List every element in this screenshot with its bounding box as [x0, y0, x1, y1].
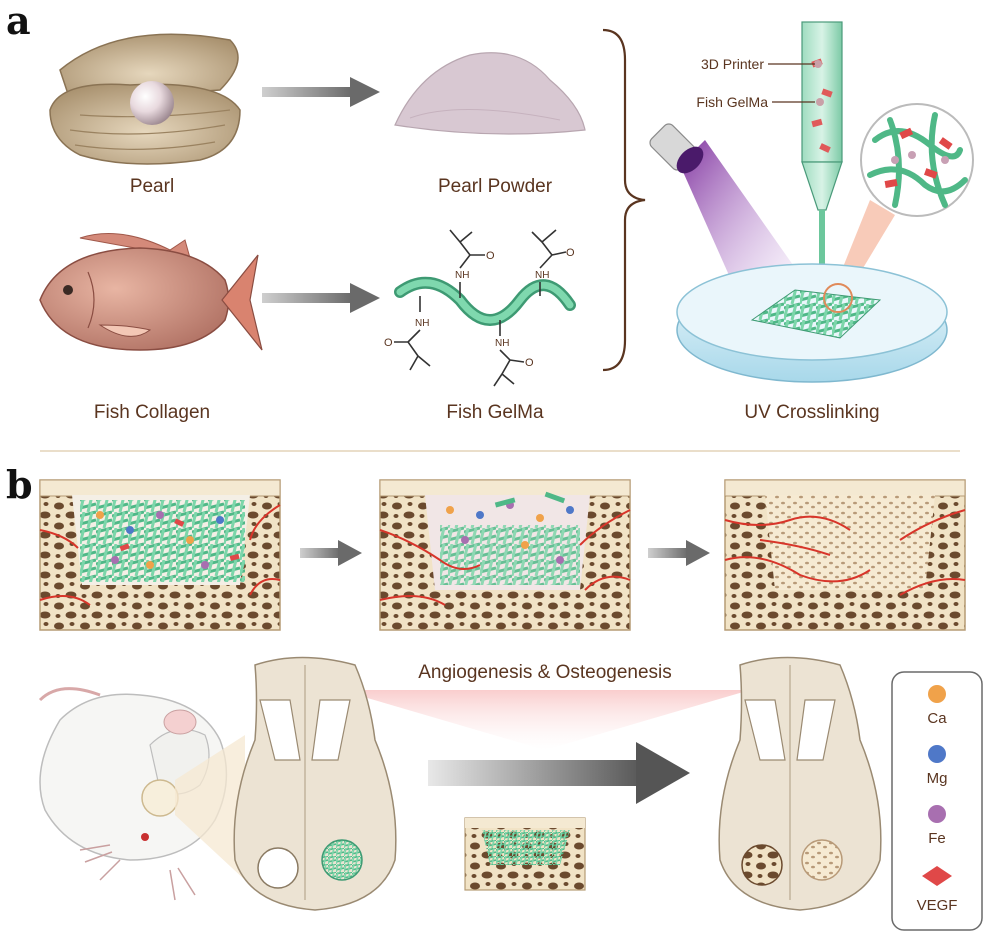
legend-item-ca: Ca [927, 685, 947, 727]
label-fish-collagen: Fish Collagen [94, 402, 210, 423]
petri-dish-illustration [676, 263, 948, 383]
printer-nozzle-illustration [801, 21, 843, 290]
defect-empty [257, 847, 299, 889]
defect-control-healed [741, 844, 783, 886]
implant-scaffold-block [464, 817, 586, 891]
skull-after [718, 656, 882, 911]
grouping-brace [602, 28, 646, 372]
skull-before [233, 656, 397, 911]
legend-swatch-ca [928, 685, 946, 703]
label-printer-ink: Fish GelMa [696, 94, 768, 110]
legend: Ca Mg Fe VEGF [891, 671, 983, 931]
arrow-stage-2-to-3 [648, 540, 710, 566]
legend-swatch-mg [928, 745, 946, 763]
bone-defect-stage-3 [724, 479, 966, 631]
chem-nh-3: NH [415, 318, 429, 329]
legend-label-ca: Ca [927, 710, 947, 727]
label-angiogenesis-osteogenesis: Angiogenesis & Osteogenesis [418, 662, 672, 683]
arrow-stage-1-to-2 [300, 540, 362, 566]
fish-illustration [39, 233, 263, 351]
legend-swatch-fe [928, 805, 946, 823]
label-fish-gelma: Fish GelMa [446, 402, 544, 423]
uv-lamp-illustration [649, 123, 800, 300]
legend-item-vegf: VEGF [917, 866, 958, 914]
panel-b: b [6, 462, 983, 931]
chem-o-1: O [486, 250, 495, 262]
arrow-treatment [428, 742, 690, 804]
network-zoom-inset [860, 103, 974, 217]
legend-item-fe: Fe [928, 805, 946, 847]
chem-nh-4: NH [495, 338, 509, 349]
bone-defect-stage-2 [379, 479, 631, 631]
label-pearl: Pearl [130, 176, 174, 197]
chem-nh-1: NH [455, 270, 469, 281]
legend-item-mg: Mg [927, 745, 948, 787]
label-pearl-powder: Pearl Powder [438, 176, 553, 197]
pearl-icon [130, 81, 174, 125]
panel-a: a Pearl Pearl Powder Fish [6, 0, 974, 423]
chem-nh-2: NH [535, 270, 549, 281]
chem-o-2: O [566, 247, 575, 259]
defect-treated-healed [801, 839, 843, 881]
bone-defect-stage-1 [39, 479, 281, 631]
ion-particles-stage-1 [96, 511, 240, 569]
highlight-fan [340, 690, 750, 750]
panel-b-letter: b [6, 462, 33, 507]
pearl-shell-illustration [49, 33, 241, 165]
label-uv-crosslinking: UV Crosslinking [744, 402, 879, 423]
pearl-powder-illustration [394, 52, 586, 135]
chem-o-3: O [384, 337, 393, 349]
legend-swatch-vegf [922, 866, 952, 886]
legend-label-fe: Fe [928, 830, 946, 847]
zoom-beam-rat [175, 735, 245, 880]
arrow-collagen-to-gelma [262, 283, 380, 313]
ion-particles-stage-2 [446, 491, 574, 564]
chem-o-4: O [525, 357, 534, 369]
legend-label-mg: Mg [927, 770, 948, 787]
label-3d-printer: 3D Printer [701, 56, 764, 72]
defect-scaffold [321, 839, 363, 881]
legend-label-vegf: VEGF [917, 897, 958, 914]
panel-a-letter: a [6, 0, 31, 43]
arrow-pearl-to-powder [262, 77, 380, 107]
legend-box [891, 671, 983, 931]
gelma-molecule-illustration: NH O NH O NH O NH O [384, 229, 576, 387]
